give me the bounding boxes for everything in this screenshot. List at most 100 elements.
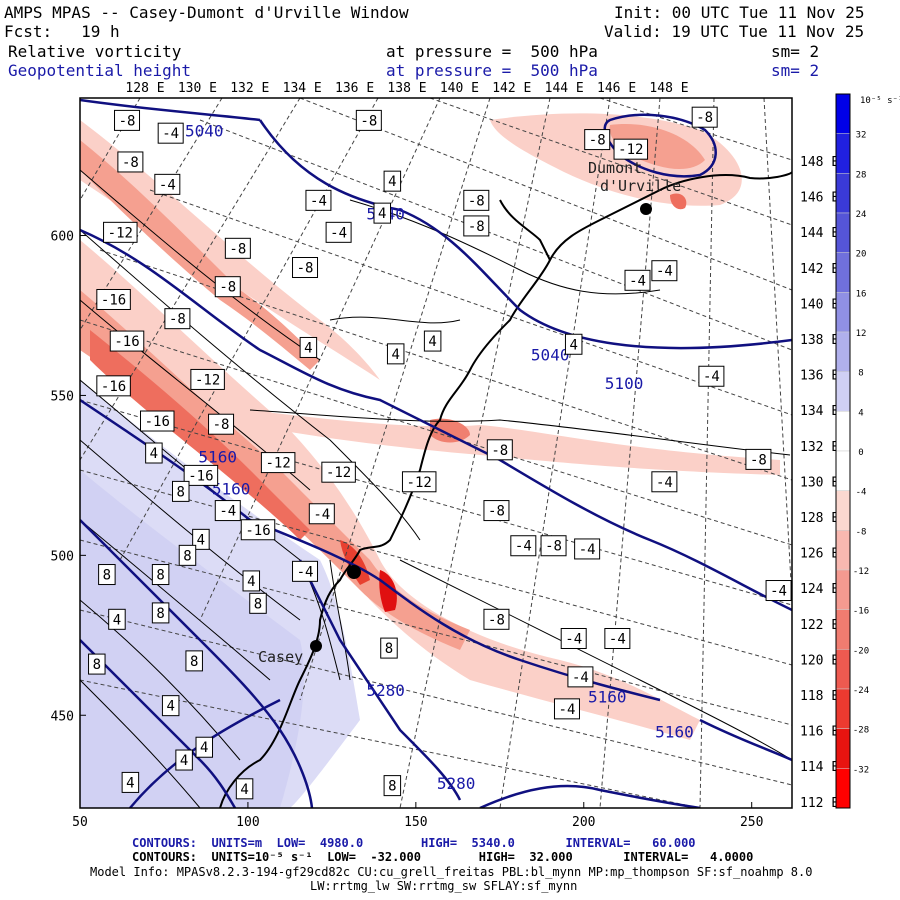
vorticity-label-box xyxy=(765,580,792,602)
vorticity-contour-label: -8 xyxy=(360,113,377,129)
right-longitude-label: 118 E xyxy=(800,689,839,704)
vorticity-contour-label: -16 xyxy=(145,414,170,430)
vorticity-contour-label: 8 xyxy=(93,657,101,673)
coast-marker xyxy=(347,565,361,579)
colorbar-tick-label: 24 xyxy=(856,210,867,220)
vorticity-label-box xyxy=(154,173,181,195)
vorticity-contour-label: 4 xyxy=(200,740,208,756)
vorticity-label-box xyxy=(564,333,583,355)
vorticity-label-box xyxy=(145,442,163,464)
dumont-durville-label: Dumont d'Urville xyxy=(588,159,681,195)
vorticity-contour-label: -4 xyxy=(572,670,589,686)
top-longitude-label: 130 E xyxy=(178,81,217,96)
vorticity-contour-label: -4 xyxy=(310,193,327,209)
vorticity-contour-info: CONTOURS: UNITS=10⁻⁵ s⁻¹ LOW= -32.000 HI… xyxy=(132,850,754,864)
vorticity-contour-label: -16 xyxy=(114,334,139,350)
vorticity-contour-label: 4 xyxy=(197,532,205,548)
colorbar-tick-label: -16 xyxy=(853,607,869,617)
vorticity-contour-label: 8 xyxy=(388,779,396,795)
vorticity-label-box xyxy=(157,122,184,144)
vorticity-contour-label: -8 xyxy=(468,219,485,235)
right-longitude-label: 120 E xyxy=(800,653,839,668)
vorticity-contour-label: -16 xyxy=(188,468,213,484)
vorticity-label-box xyxy=(98,564,116,586)
vorticity-label-box xyxy=(325,221,352,243)
right-longitude-label: 126 E xyxy=(800,547,839,562)
vorticity-label-box xyxy=(96,375,131,397)
field2-level: at pressure = 500 hPa xyxy=(386,61,598,80)
colorbar-segment xyxy=(835,93,851,134)
colorbar-tick-label: -28 xyxy=(853,726,869,736)
y-tick-label: 500 xyxy=(51,549,74,564)
vorticity-contour-label: -4 xyxy=(330,225,347,241)
vorticity-label-box xyxy=(292,257,319,279)
colorbar-tick-label: 32 xyxy=(856,131,867,141)
vorticity-label-box xyxy=(567,666,594,688)
vorticity-contour-label: -4 xyxy=(313,507,330,523)
vorticity-contour-label: 4 xyxy=(247,574,255,590)
y-tick-label: 550 xyxy=(51,389,74,404)
colorbar: 10⁻⁵ s⁻¹ 32 28 24 20 16 12 8 4 0 -4 -8 -12 -16 -20 -24 -… xyxy=(835,93,900,809)
vorticity-label-box xyxy=(483,608,510,630)
vorticity-contour-label: -4 xyxy=(162,126,179,142)
vorticity-label-box xyxy=(483,500,510,522)
vorticity-contour-label: -8 xyxy=(297,261,314,277)
vorticity-label-box xyxy=(305,189,332,211)
vorticity-label-box xyxy=(613,138,649,160)
colorbar-segment xyxy=(835,133,851,174)
vorticity-label-box xyxy=(249,592,267,614)
vorticity-contour-label: -8 xyxy=(545,539,562,555)
vorticity-label-box xyxy=(624,269,651,291)
right-longitude-label: 128 E xyxy=(800,511,839,526)
colorbar-segment xyxy=(835,530,851,571)
x-tick-label: 250 xyxy=(740,815,763,830)
vorticity-label-box xyxy=(486,439,513,461)
vorticity-label-box xyxy=(651,260,678,282)
top-longitude-label: 148 E xyxy=(649,81,688,96)
vorticity-contour-label: 4 xyxy=(378,206,386,222)
forecast-hour: Fcst: 19 h xyxy=(4,22,120,41)
right-longitude-label: 112 E xyxy=(800,796,839,811)
vorticity-contour-label: -4 xyxy=(656,264,673,280)
vorticity-contour-label: 8 xyxy=(156,606,164,622)
vorticity-label-box xyxy=(190,368,225,390)
vorticity-contour-label: -8 xyxy=(169,312,186,328)
chart-title: AMPS MPAS -- Casey-Dumont d'Urville Wind… xyxy=(4,3,409,22)
field2-smoothing: sm= 2 xyxy=(771,61,820,80)
height-contour-info: CONTOURS: UNITS=m LOW= 4980.0 HIGH= 5340… xyxy=(132,836,696,850)
vorticity-contour-label: 8 xyxy=(385,641,393,657)
vorticity-contour-label: -12 xyxy=(618,142,643,158)
vorticity-contour-label: -8 xyxy=(119,113,136,129)
vorticity-label-box xyxy=(745,448,772,470)
vorticity-contour-label: -4 xyxy=(559,702,576,718)
vorticity-contour-label: 4 xyxy=(126,775,134,791)
vorticity-contour-label: -4 xyxy=(770,584,787,600)
field1-name: Relative vorticity xyxy=(8,42,182,61)
vorticity-label-box xyxy=(355,109,382,131)
colorbar-tick-label: -8 xyxy=(856,527,867,537)
vorticity-label-box xyxy=(195,736,214,758)
vorticity-label-box xyxy=(260,452,296,474)
vorticity-label-box xyxy=(691,106,718,128)
vorticity-label-box xyxy=(96,288,131,310)
colorbar-tick-label: 8 xyxy=(858,369,863,379)
vorticity-contour-labels: -8 -4 -8 -4 -12 -8 -16 -8 -16 -12 -16 -16 -8 -16 -12 -1… xyxy=(88,106,792,800)
colorbar-tick-label: -24 xyxy=(853,686,869,696)
y-tick-label: 450 xyxy=(51,709,74,724)
colorbar-tick-label: 12 xyxy=(856,329,867,339)
vorticity-label-box xyxy=(240,519,276,541)
colorbar-tick-label: 0 xyxy=(858,448,863,458)
vorticity-contour-label: -4 xyxy=(656,475,673,491)
model-info-physics: LW:rrtmg_lw SW:rrtmg_sw SFLAY:sf_mynn xyxy=(310,879,578,893)
vorticity-contour-label: -8 xyxy=(750,452,767,468)
vorticity-contour-label: -8 xyxy=(468,193,485,209)
vorticity-contour-label: -4 xyxy=(565,631,582,647)
vorticity-contour-label: -4 xyxy=(515,539,532,555)
vorticity-contour-label: 4 xyxy=(388,174,396,190)
vorticity-label-box xyxy=(88,653,106,675)
vorticity-contour-label: -4 xyxy=(297,564,314,580)
colorbar-segment xyxy=(835,212,851,253)
vorticity-label-box xyxy=(172,480,190,502)
vorticity-contour-label: 8 xyxy=(156,568,164,584)
